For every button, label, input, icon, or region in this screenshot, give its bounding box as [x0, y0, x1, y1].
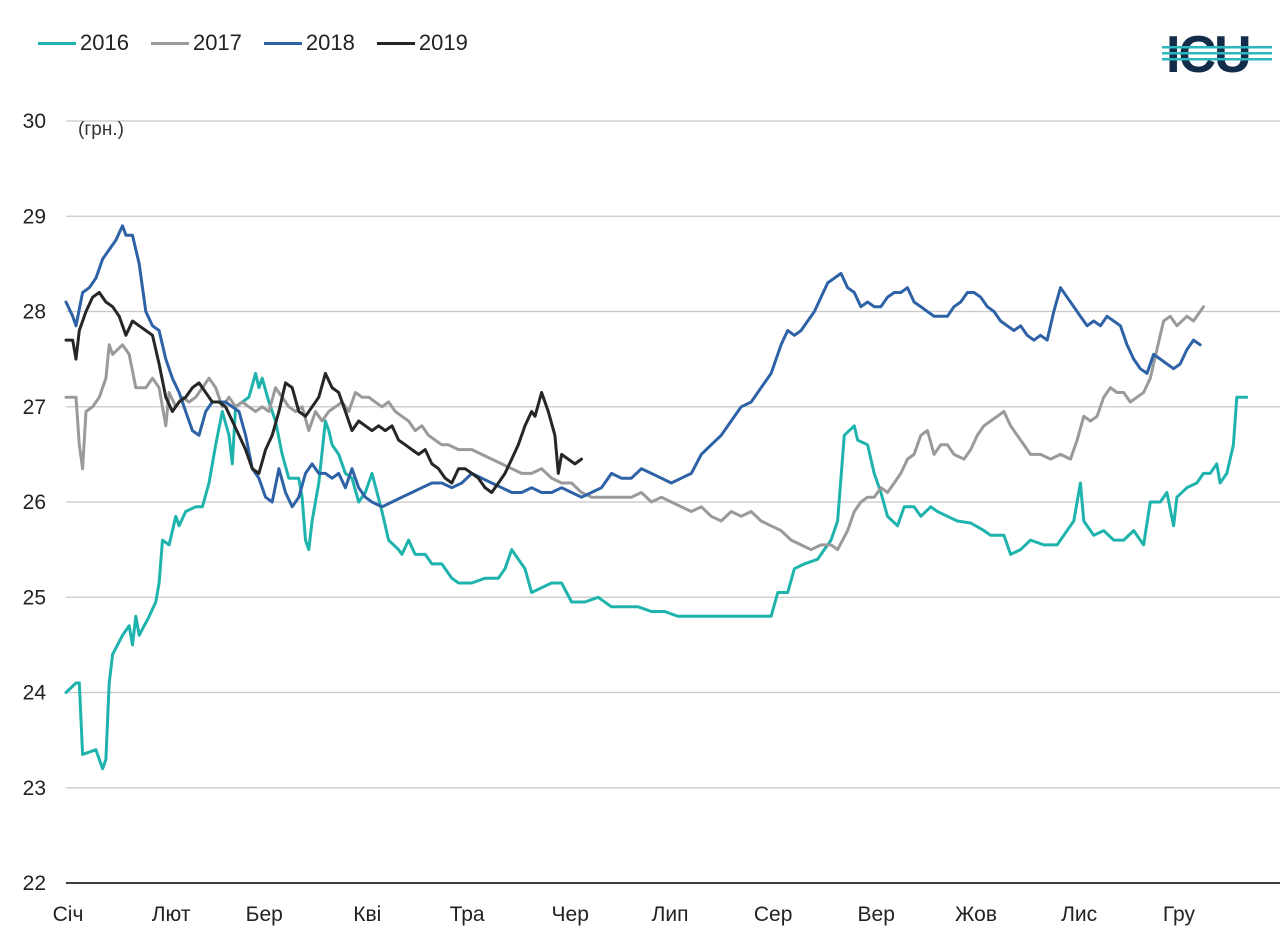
x-tick-label: Тра: [450, 903, 485, 926]
y-tick-label: 28: [23, 301, 46, 324]
series-line-2018: [64, 224, 1202, 509]
x-tick-label: Гру: [1163, 903, 1196, 926]
legend-label-2017: 2017: [192, 30, 242, 55]
y-tick-label: 29: [23, 205, 46, 228]
x-tick-label: Лис: [1061, 903, 1097, 926]
icu-logo: ICU: [1162, 26, 1272, 78]
logo-stripe-middle: [1162, 52, 1272, 55]
x-tick-label: Сер: [754, 903, 793, 926]
legend-item-2019: 2019: [376, 30, 468, 56]
x-tick-label: Вер: [858, 903, 895, 926]
logo-stripe-top: [1162, 46, 1272, 49]
y-axis-ticks: 30 29 28 27 26 25 24 23 22: [23, 110, 47, 895]
series-layer: [64, 224, 1249, 771]
legend-item-2017: 2017: [150, 30, 242, 56]
y-tick-label: 23: [23, 777, 46, 800]
series-line-2019: [64, 291, 583, 494]
x-tick-label: Січ: [53, 903, 84, 926]
legend-swatch-2016: [38, 41, 76, 45]
legend-swatch-2018: [263, 41, 302, 45]
unit-label: (грн.): [78, 119, 124, 140]
x-tick-label: Бер: [246, 903, 283, 926]
legend-item-2016: 2016: [38, 30, 129, 56]
x-tick-label: Чер: [552, 903, 589, 926]
legend-item-2018: 2018: [263, 30, 355, 56]
legend-swatch-2017: [150, 41, 189, 45]
y-tick-label: 26: [23, 491, 46, 514]
legend-label-2018: 2018: [305, 30, 355, 55]
series-line-2016: [64, 371, 1249, 771]
legend-label-2019: 2019: [418, 30, 468, 55]
y-tick-label: 25: [23, 586, 46, 609]
legend-swatch-2019: [376, 41, 415, 45]
x-tick-label: Кві: [353, 903, 381, 926]
chart-legend: 2016 2017 2018 2019: [38, 30, 468, 56]
y-tick-label: 24: [23, 682, 47, 705]
x-tick-label: Жов: [955, 903, 997, 926]
x-axis-ticks: Січ Лют Бер Кві Тра Чер Лип Сер Вер Жов Лис Гру: [53, 903, 1196, 926]
y-tick-label: 22: [23, 872, 46, 895]
logo-stripe-bottom: [1162, 58, 1272, 61]
y-tick-label: 30: [23, 110, 46, 133]
x-tick-label: Лют: [152, 903, 191, 926]
legend-label-2016: 2016: [80, 30, 129, 55]
x-tick-label: Лип: [652, 903, 689, 926]
y-tick-label: 27: [23, 396, 46, 419]
